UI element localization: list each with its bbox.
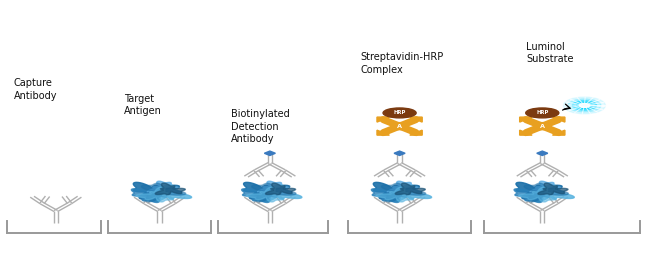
Polygon shape xyxy=(252,183,296,202)
Circle shape xyxy=(577,102,592,108)
Text: Biotinylated
Detection
Antibody: Biotinylated Detection Antibody xyxy=(231,109,290,144)
Polygon shape xyxy=(524,183,568,202)
Text: Luminol
Substrate: Luminol Substrate xyxy=(526,42,573,64)
Polygon shape xyxy=(147,181,179,193)
Circle shape xyxy=(580,103,590,107)
Polygon shape xyxy=(244,182,290,201)
Polygon shape xyxy=(410,130,422,135)
Polygon shape xyxy=(265,151,276,155)
Text: A: A xyxy=(540,124,545,129)
Ellipse shape xyxy=(526,108,559,118)
Text: Capture
Antibody: Capture Antibody xyxy=(14,78,57,101)
Polygon shape xyxy=(552,130,565,135)
Polygon shape xyxy=(390,185,432,202)
Circle shape xyxy=(391,123,408,130)
Polygon shape xyxy=(519,130,532,135)
Polygon shape xyxy=(260,185,302,202)
Polygon shape xyxy=(257,181,289,193)
Circle shape xyxy=(568,99,601,112)
Polygon shape xyxy=(155,183,185,195)
Text: A: A xyxy=(397,124,402,129)
Circle shape xyxy=(572,101,597,110)
Ellipse shape xyxy=(383,108,416,118)
Polygon shape xyxy=(514,188,552,203)
Polygon shape xyxy=(242,188,279,203)
Text: Target
Antigen: Target Antigen xyxy=(124,94,162,116)
Polygon shape xyxy=(136,187,174,202)
Polygon shape xyxy=(552,117,565,122)
Polygon shape xyxy=(371,188,409,203)
Polygon shape xyxy=(519,187,556,202)
Polygon shape xyxy=(131,188,169,203)
Polygon shape xyxy=(395,183,425,195)
Polygon shape xyxy=(516,182,562,201)
Polygon shape xyxy=(377,130,389,135)
Polygon shape xyxy=(150,185,192,202)
Text: Streptavidin-HRP
Complex: Streptavidin-HRP Complex xyxy=(361,53,444,75)
Polygon shape xyxy=(410,117,422,122)
Polygon shape xyxy=(530,181,562,193)
Polygon shape xyxy=(373,182,419,201)
Circle shape xyxy=(564,97,605,114)
Polygon shape xyxy=(133,182,179,201)
Polygon shape xyxy=(537,151,548,155)
Polygon shape xyxy=(376,187,414,202)
Polygon shape xyxy=(246,187,284,202)
Circle shape xyxy=(534,123,551,130)
Polygon shape xyxy=(538,183,568,195)
Text: HRP: HRP xyxy=(393,110,406,115)
Text: HRP: HRP xyxy=(536,110,549,115)
Polygon shape xyxy=(519,117,532,122)
Polygon shape xyxy=(377,117,389,122)
Polygon shape xyxy=(265,183,296,195)
Polygon shape xyxy=(533,185,574,202)
Polygon shape xyxy=(382,183,426,202)
Polygon shape xyxy=(394,151,405,155)
Polygon shape xyxy=(142,183,186,202)
Polygon shape xyxy=(387,181,419,193)
